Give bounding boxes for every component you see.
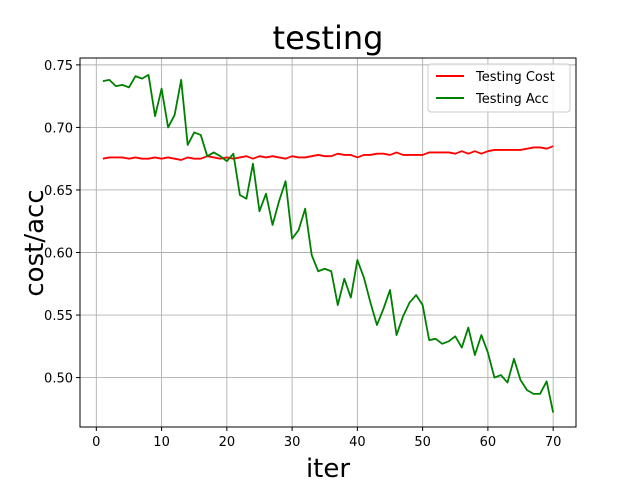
series-line-testing-cost: [102, 145, 554, 161]
chart-title: testing: [273, 19, 384, 57]
y-axis: 0.50 0.55 0.60 0.65 0.70 0.75: [44, 59, 80, 387]
legend-label: Testing Cost: [475, 70, 555, 85]
y-axis-label: cost/acc: [20, 189, 50, 296]
x-tick-label: 70: [545, 435, 562, 450]
x-tick-label: 10: [153, 435, 170, 450]
series-line-testing-acc: [102, 73, 555, 413]
y-tick-label: 0.70: [44, 121, 73, 136]
legend-label: Testing Acc: [475, 92, 549, 107]
y-tick-label: 0.65: [44, 184, 73, 199]
x-axis-label: iter: [306, 454, 350, 480]
x-tick-label: 40: [349, 435, 366, 450]
x-tick-label: 20: [219, 435, 236, 450]
legend: Testing Cost Testing Acc: [427, 63, 571, 113]
x-tick-label: 0: [92, 435, 100, 450]
series-layer: [102, 73, 555, 413]
y-tick-label: 0.55: [44, 309, 73, 324]
x-axis: 0 10 20 30 40 50 60 70: [92, 427, 561, 450]
y-tick-label: 0.50: [44, 372, 73, 387]
y-tick-label: 0.60: [44, 247, 73, 262]
y-tick-label: 0.75: [44, 59, 73, 74]
x-tick-label: 50: [414, 435, 431, 450]
plot-frame: [79, 57, 577, 428]
x-tick-label: 30: [284, 435, 301, 450]
x-tick-label: 60: [480, 435, 497, 450]
